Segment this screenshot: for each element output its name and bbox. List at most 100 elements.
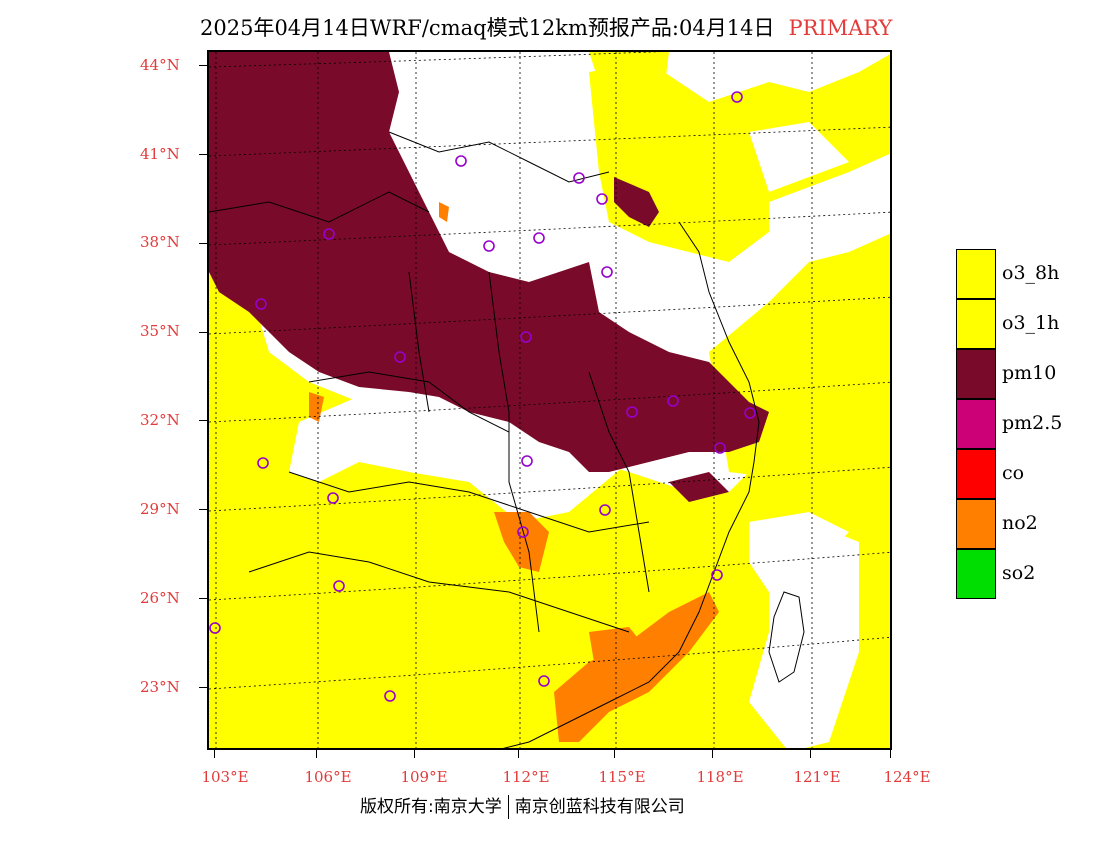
station-marker [573,172,585,184]
lat-tick [199,65,207,66]
station-marker [323,228,335,240]
province-border [408,271,430,413]
legend-swatch [956,449,996,499]
lat-label-38: 38°N [140,233,180,251]
copyright-owner: 版权所有:南京大学 [360,797,502,817]
copyright-company: 南京创蓝科技有限公司 [514,797,685,817]
no2-region-hunan [494,512,549,572]
station-marker [257,457,269,469]
lon-label-109: 109°E [400,768,448,786]
station-marker [626,406,638,418]
lon-tick [414,750,415,758]
lon-label-118: 118°E [696,768,744,786]
lon-label-103: 103°E [201,768,249,786]
lat-tick [199,420,207,421]
station-marker [601,266,613,278]
no2-region-south-coast [554,592,719,742]
title-text: 2025年04月14日WRF/cmaq模式12km预报产品:04月14日 [200,16,775,40]
station-marker [521,455,533,467]
lon-label-106: 106°E [304,768,352,786]
legend-label: o3_8h [1002,262,1060,284]
legend-label: pm10 [1002,362,1057,384]
province-border [209,191,430,223]
station-marker [255,298,267,310]
legend-label: no2 [1002,512,1038,534]
province-border [308,371,510,433]
lat-tick [199,332,207,333]
station-marker [744,407,756,419]
station-marker [209,622,221,634]
station-marker [333,580,345,592]
station-marker [455,155,467,167]
legend-swatch [956,399,996,449]
province-border [488,271,540,633]
primary-tag: PRIMARY [788,16,893,40]
station-marker [394,351,406,363]
station-marker [599,504,611,516]
lon-tick [214,750,215,758]
pollutant-map[interactable] [207,50,892,750]
lat-label-23: 23°N [140,678,180,696]
lat-label-26: 26°N [140,589,180,607]
lat-label-29: 29°N [140,500,180,518]
station-marker [483,240,495,252]
lat-label-35: 35°N [140,322,180,340]
province-border [588,371,650,593]
lat-tick [199,509,207,510]
lon-label-124: 124°E [883,768,931,786]
station-marker [533,232,545,244]
legend-label: pm2.5 [1002,412,1063,434]
station-marker [517,526,529,538]
clear-region-east [769,153,890,262]
coastline [502,221,760,748]
station-marker [711,569,723,581]
pm10-region-main [209,52,769,472]
station-marker [596,193,608,205]
province-border [248,551,630,633]
clear-region-ne [749,122,849,192]
map-canvas [209,52,890,748]
lat-label-44: 44°N [140,56,180,74]
lon-tick [890,750,891,758]
map-title: 2025年04月14日WRF/cmaq模式12km预报产品:04月14日 PRIM… [200,12,892,42]
clear-region-north [439,102,559,272]
footer-divider [507,795,509,819]
lat-label-41: 41°N [140,145,180,163]
no2-region-patch [439,202,449,222]
clear-region-sea [749,522,859,748]
station-marker [538,675,550,687]
legend-swatch [956,549,996,599]
lon-tick [316,750,317,758]
station-marker [714,442,726,454]
lon-tick [712,750,713,758]
lon-tick [518,750,519,758]
taiwan-outline [768,591,805,683]
legend-label: so2 [1002,562,1036,584]
province-border [388,131,610,183]
station-marker [667,395,679,407]
lat-tick [199,687,207,688]
lat-tick [199,598,207,599]
lon-label-115: 115°E [598,768,646,786]
lat-label-32: 32°N [140,411,180,429]
station-marker-layer [209,91,756,702]
lon-tick [614,750,615,758]
clear-region-central [289,392,629,522]
no2-region-patch [309,392,324,422]
lon-tick [810,750,811,758]
station-marker [731,91,743,103]
legend-label: co [1002,462,1025,484]
lon-label-112: 112°E [502,768,550,786]
station-marker [384,690,396,702]
boundary-lines [209,131,805,748]
lat-tick [199,154,207,155]
legend-swatch [956,349,996,399]
legend-swatch [956,499,996,549]
legend-label: o3_1h [1002,312,1060,334]
legend-swatch [956,299,996,349]
province-border [288,471,650,533]
o3-region-north-top [589,52,669,112]
lon-label-121: 121°E [793,768,841,786]
copyright-footer: 版权所有:南京大学 南京创蓝科技有限公司 [360,792,685,819]
pm10-region-patch [614,177,659,227]
